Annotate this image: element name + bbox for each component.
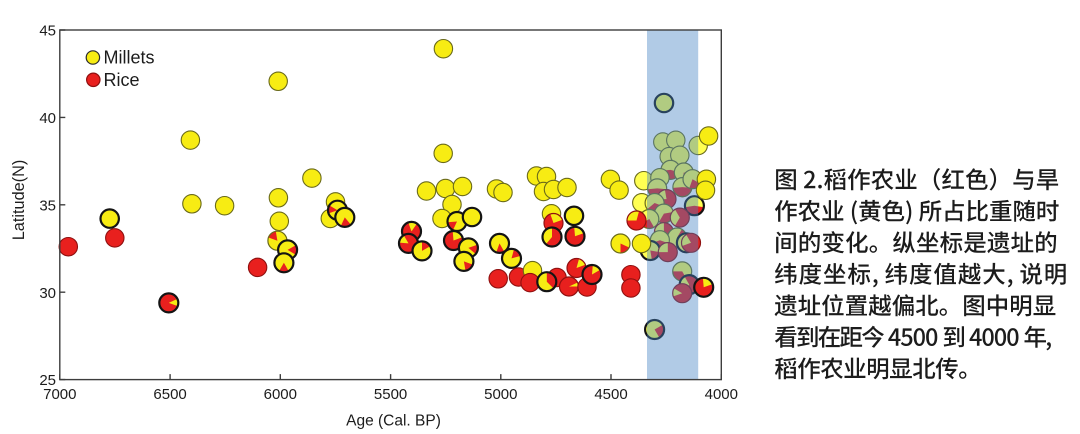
svg-text:Age (Cal. BP): Age (Cal. BP) bbox=[346, 413, 441, 430]
svg-text:25: 25 bbox=[39, 372, 56, 389]
svg-text:6000: 6000 bbox=[264, 386, 297, 403]
svg-text:5500: 5500 bbox=[374, 386, 407, 403]
svg-text:4500: 4500 bbox=[594, 386, 627, 403]
svg-text:40: 40 bbox=[39, 110, 56, 127]
svg-text:45: 45 bbox=[39, 23, 56, 40]
svg-text:30: 30 bbox=[39, 285, 56, 302]
svg-text:5000: 5000 bbox=[484, 386, 517, 403]
svg-text:35: 35 bbox=[39, 197, 56, 214]
svg-text:Rice: Rice bbox=[104, 70, 140, 90]
svg-text:4000: 4000 bbox=[705, 386, 738, 403]
svg-text:6500: 6500 bbox=[153, 386, 186, 403]
svg-text:Latitude(N): Latitude(N) bbox=[10, 160, 28, 241]
svg-text:Millets: Millets bbox=[104, 48, 155, 68]
svg-text:7000: 7000 bbox=[43, 386, 76, 403]
